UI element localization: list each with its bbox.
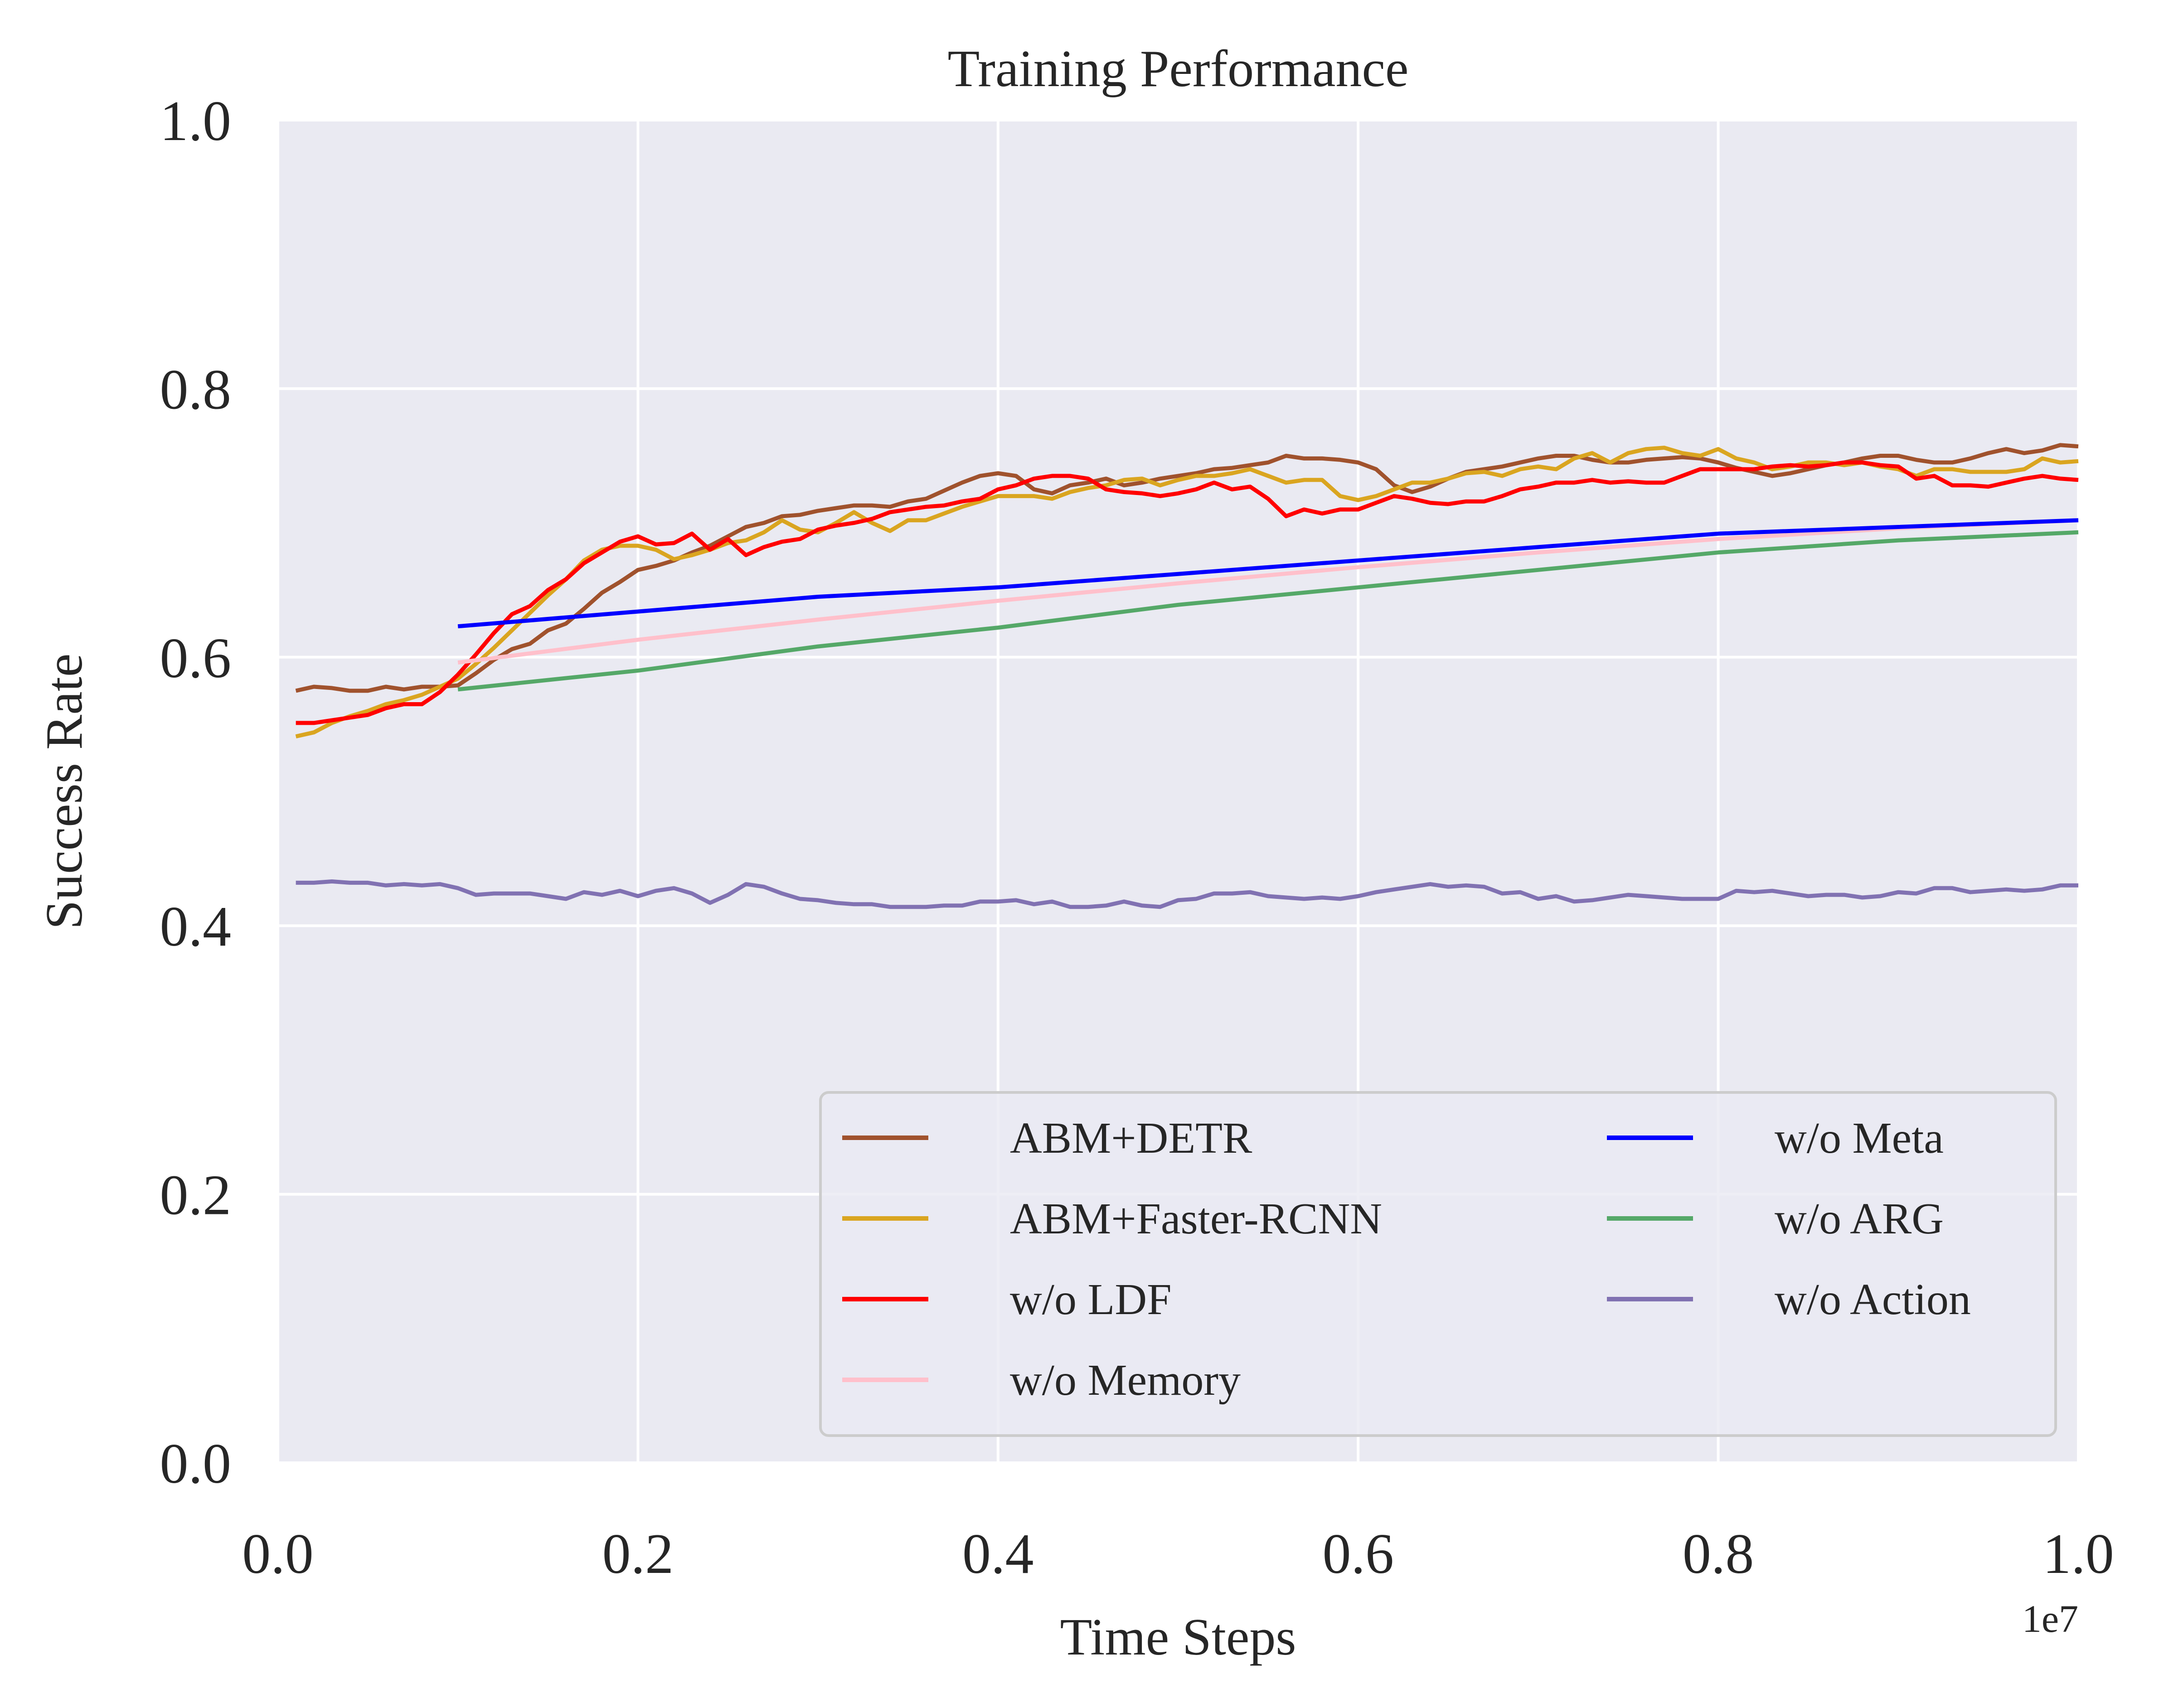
series-line-abm-detr <box>295 443 2079 693</box>
x-axis-label: Time Steps <box>1060 1608 1296 1666</box>
legend-label-w-o-memory: w/o Memory <box>1010 1356 1241 1405</box>
legend-label-abm-detr: ABM+DETR <box>1010 1114 1252 1163</box>
series-line-w-o-memory <box>457 518 2079 665</box>
y-tick-label: 0.0 <box>160 1432 232 1495</box>
x-tick-label: 0.6 <box>1322 1523 1394 1586</box>
series-line-w-o-ldf <box>296 460 2079 725</box>
x-tick-labels: 0.0 0.2 0.4 0.6 0.8 1.0 <box>242 1523 2114 1586</box>
series-line-w-o-arg <box>457 530 2079 692</box>
legend-entries: ABM+DETR ABM+Faster-RCNN w/o LDF w/o Memory… <box>842 1114 1971 1405</box>
legend-label-w-o-meta: w/o Meta <box>1775 1114 1944 1163</box>
y-tick-label: 0.8 <box>160 358 232 421</box>
chart-title: Training Performance <box>948 40 1409 98</box>
series-line-w-o-action <box>296 879 2078 909</box>
x-tick-label: 0.8 <box>1683 1523 1754 1586</box>
series-lines <box>295 443 2079 909</box>
legend-label-abm-faster-rcnn: ABM+Faster-RCNN <box>1010 1194 1382 1243</box>
x-tick-label: 0.4 <box>962 1523 1034 1586</box>
y-tick-label: 0.2 <box>160 1164 232 1227</box>
legend: ABM+DETR ABM+Faster-RCNN w/o LDF w/o Memory… <box>819 1091 2057 1437</box>
x-tick-label: 0.2 <box>602 1523 674 1586</box>
legend-label-w-o-arg: w/o ARG <box>1775 1194 1944 1243</box>
x-offset-label: 1e7 <box>2022 1597 2078 1640</box>
y-tick-labels: 0.0 0.2 0.4 0.6 0.8 1.0 <box>160 90 232 1495</box>
y-tick-label: 1.0 <box>160 90 232 153</box>
x-tick-label: 1.0 <box>2043 1523 2114 1586</box>
grid-lines <box>277 119 2080 1464</box>
legend-label-w-o-action: w/o Action <box>1775 1275 1971 1324</box>
legend-box <box>819 1091 2057 1437</box>
y-tick-label: 0.4 <box>160 895 232 958</box>
series-line-w-o-meta <box>457 518 2079 629</box>
y-tick-label: 0.6 <box>160 627 232 690</box>
legend-label-w-o-ldf: w/o LDF <box>1010 1275 1172 1324</box>
x-tick-label: 0.0 <box>242 1523 314 1586</box>
y-axis-label: Success Rate <box>35 654 93 930</box>
